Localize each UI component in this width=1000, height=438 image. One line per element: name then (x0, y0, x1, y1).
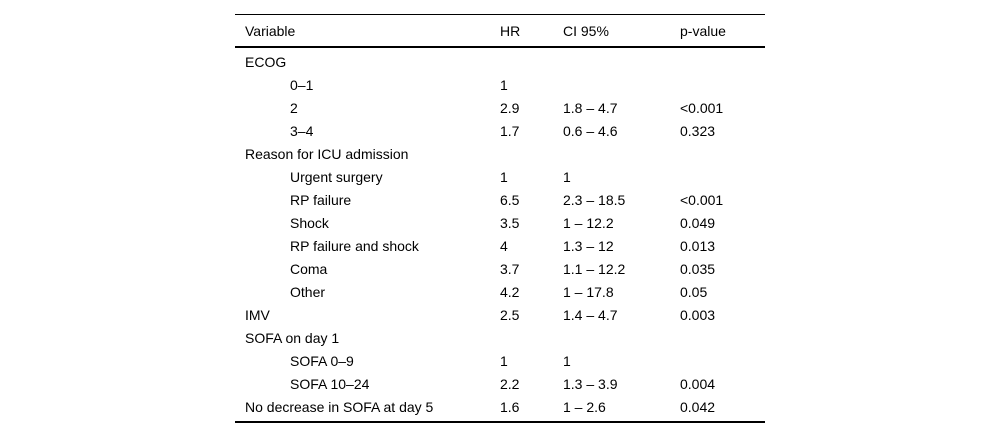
table-row: Coma 3.7 1.1 – 12.2 0.035 (235, 257, 765, 280)
table-row: ECOG (235, 50, 765, 73)
table-row: 2 2.9 1.8 – 4.7 <0.001 (235, 96, 765, 119)
cell-hr: 1 (500, 168, 508, 185)
cell-variable: RP failure (290, 191, 352, 208)
cell-hr: 2.2 (500, 375, 520, 392)
cell-variable: Shock (290, 214, 329, 231)
cell-variable: Other (290, 283, 326, 300)
cell-hr: 2.9 (500, 99, 520, 116)
cell-ci: 2.3 – 18.5 (563, 191, 626, 208)
cell-variable: IMV (245, 306, 270, 323)
cell-variable: RP failure and shock (290, 237, 419, 254)
cell-hr: 1 (500, 352, 508, 369)
cell-ci: 0.6 – 4.6 (563, 122, 618, 139)
cell-variable: Urgent surgery (290, 168, 383, 185)
results-table: Variable HR CI 95% p-value ECOG 0–1 1 2 2.9 1… (235, 14, 765, 423)
cell-hr: 3.5 (500, 214, 520, 231)
cell-variable: Coma (290, 260, 328, 277)
column-header-hr: HR (500, 22, 521, 39)
cell-hr: 2.5 (500, 306, 520, 323)
table-row: RP failure and shock 4 1.3 – 12 0.013 (235, 234, 765, 257)
table-row: 3–4 1.7 0.6 – 4.6 0.323 (235, 119, 765, 142)
cell-variable: 3–4 (290, 122, 314, 139)
cell-pvalue: 0.004 (680, 375, 716, 392)
cell-pvalue: 0.042 (680, 398, 716, 415)
table-row: Shock 3.5 1 – 12.2 0.049 (235, 211, 765, 234)
cell-variable: SOFA on day 1 (245, 329, 340, 346)
table-header-row: Variable HR CI 95% p-value (235, 15, 765, 48)
cell-hr: 1.7 (500, 122, 520, 139)
cell-variable: SOFA 10–24 (290, 375, 370, 392)
cell-hr: 4.2 (500, 283, 520, 300)
cell-pvalue: 0.05 (680, 283, 708, 300)
cell-pvalue: 0.035 (680, 260, 716, 277)
cell-pvalue: 0.049 (680, 214, 716, 231)
cell-pvalue: 0.323 (680, 122, 716, 139)
table-row: No decrease in SOFA at day 5 1.6 1 – 2.6 0.… (235, 395, 765, 418)
cell-ci: 1.1 – 12.2 (563, 260, 626, 277)
cell-ci: 1 – 12.2 (563, 214, 614, 231)
table-row: SOFA on day 1 (235, 326, 765, 349)
cell-hr: 6.5 (500, 191, 520, 208)
cell-ci: 1 – 2.6 (563, 398, 606, 415)
table-row: SOFA 10–24 2.2 1.3 – 3.9 0.004 (235, 372, 765, 395)
cell-ci: 1 (563, 352, 571, 369)
cell-pvalue: <0.001 (680, 191, 724, 208)
cell-pvalue: <0.001 (680, 99, 724, 116)
table-row: 0–1 1 (235, 73, 765, 96)
cell-variable: ECOG (245, 53, 287, 70)
cell-pvalue: 0.013 (680, 237, 716, 254)
cell-variable: 0–1 (290, 76, 314, 93)
cell-hr: 1.6 (500, 398, 520, 415)
cell-ci: 1 (563, 168, 571, 185)
table-row: Reason for ICU admission (235, 142, 765, 165)
cell-hr: 1 (500, 76, 508, 93)
cell-ci: 1 – 17.8 (563, 283, 614, 300)
cell-ci: 1.8 – 4.7 (563, 99, 618, 116)
cell-ci: 1.3 – 12 (563, 237, 614, 254)
cell-variable: 2 (290, 99, 298, 116)
column-header-pvalue: p-value (680, 22, 726, 39)
cell-hr: 4 (500, 237, 508, 254)
table-row: IMV 2.5 1.4 – 4.7 0.003 (235, 303, 765, 326)
table-body: ECOG 0–1 1 2 2.9 1.8 – 4.7 <0.001 3–4 1.7 0.6 – 4… (235, 48, 765, 421)
cell-hr: 3.7 (500, 260, 520, 277)
cell-variable: No decrease in SOFA at day 5 (245, 398, 434, 415)
cell-variable: Reason for ICU admission (245, 145, 409, 162)
table-row: Urgent surgery 1 1 (235, 165, 765, 188)
column-header-variable: Variable (245, 22, 296, 39)
table-row: SOFA 0–9 1 1 (235, 349, 765, 372)
table-row: Other 4.2 1 – 17.8 0.05 (235, 280, 765, 303)
cell-ci: 1.4 – 4.7 (563, 306, 618, 323)
cell-ci: 1.3 – 3.9 (563, 375, 618, 392)
column-header-ci: CI 95% (563, 22, 609, 39)
cell-variable: SOFA 0–9 (290, 352, 354, 369)
cell-pvalue: 0.003 (680, 306, 716, 323)
table-row: RP failure 6.5 2.3 – 18.5 <0.001 (235, 188, 765, 211)
